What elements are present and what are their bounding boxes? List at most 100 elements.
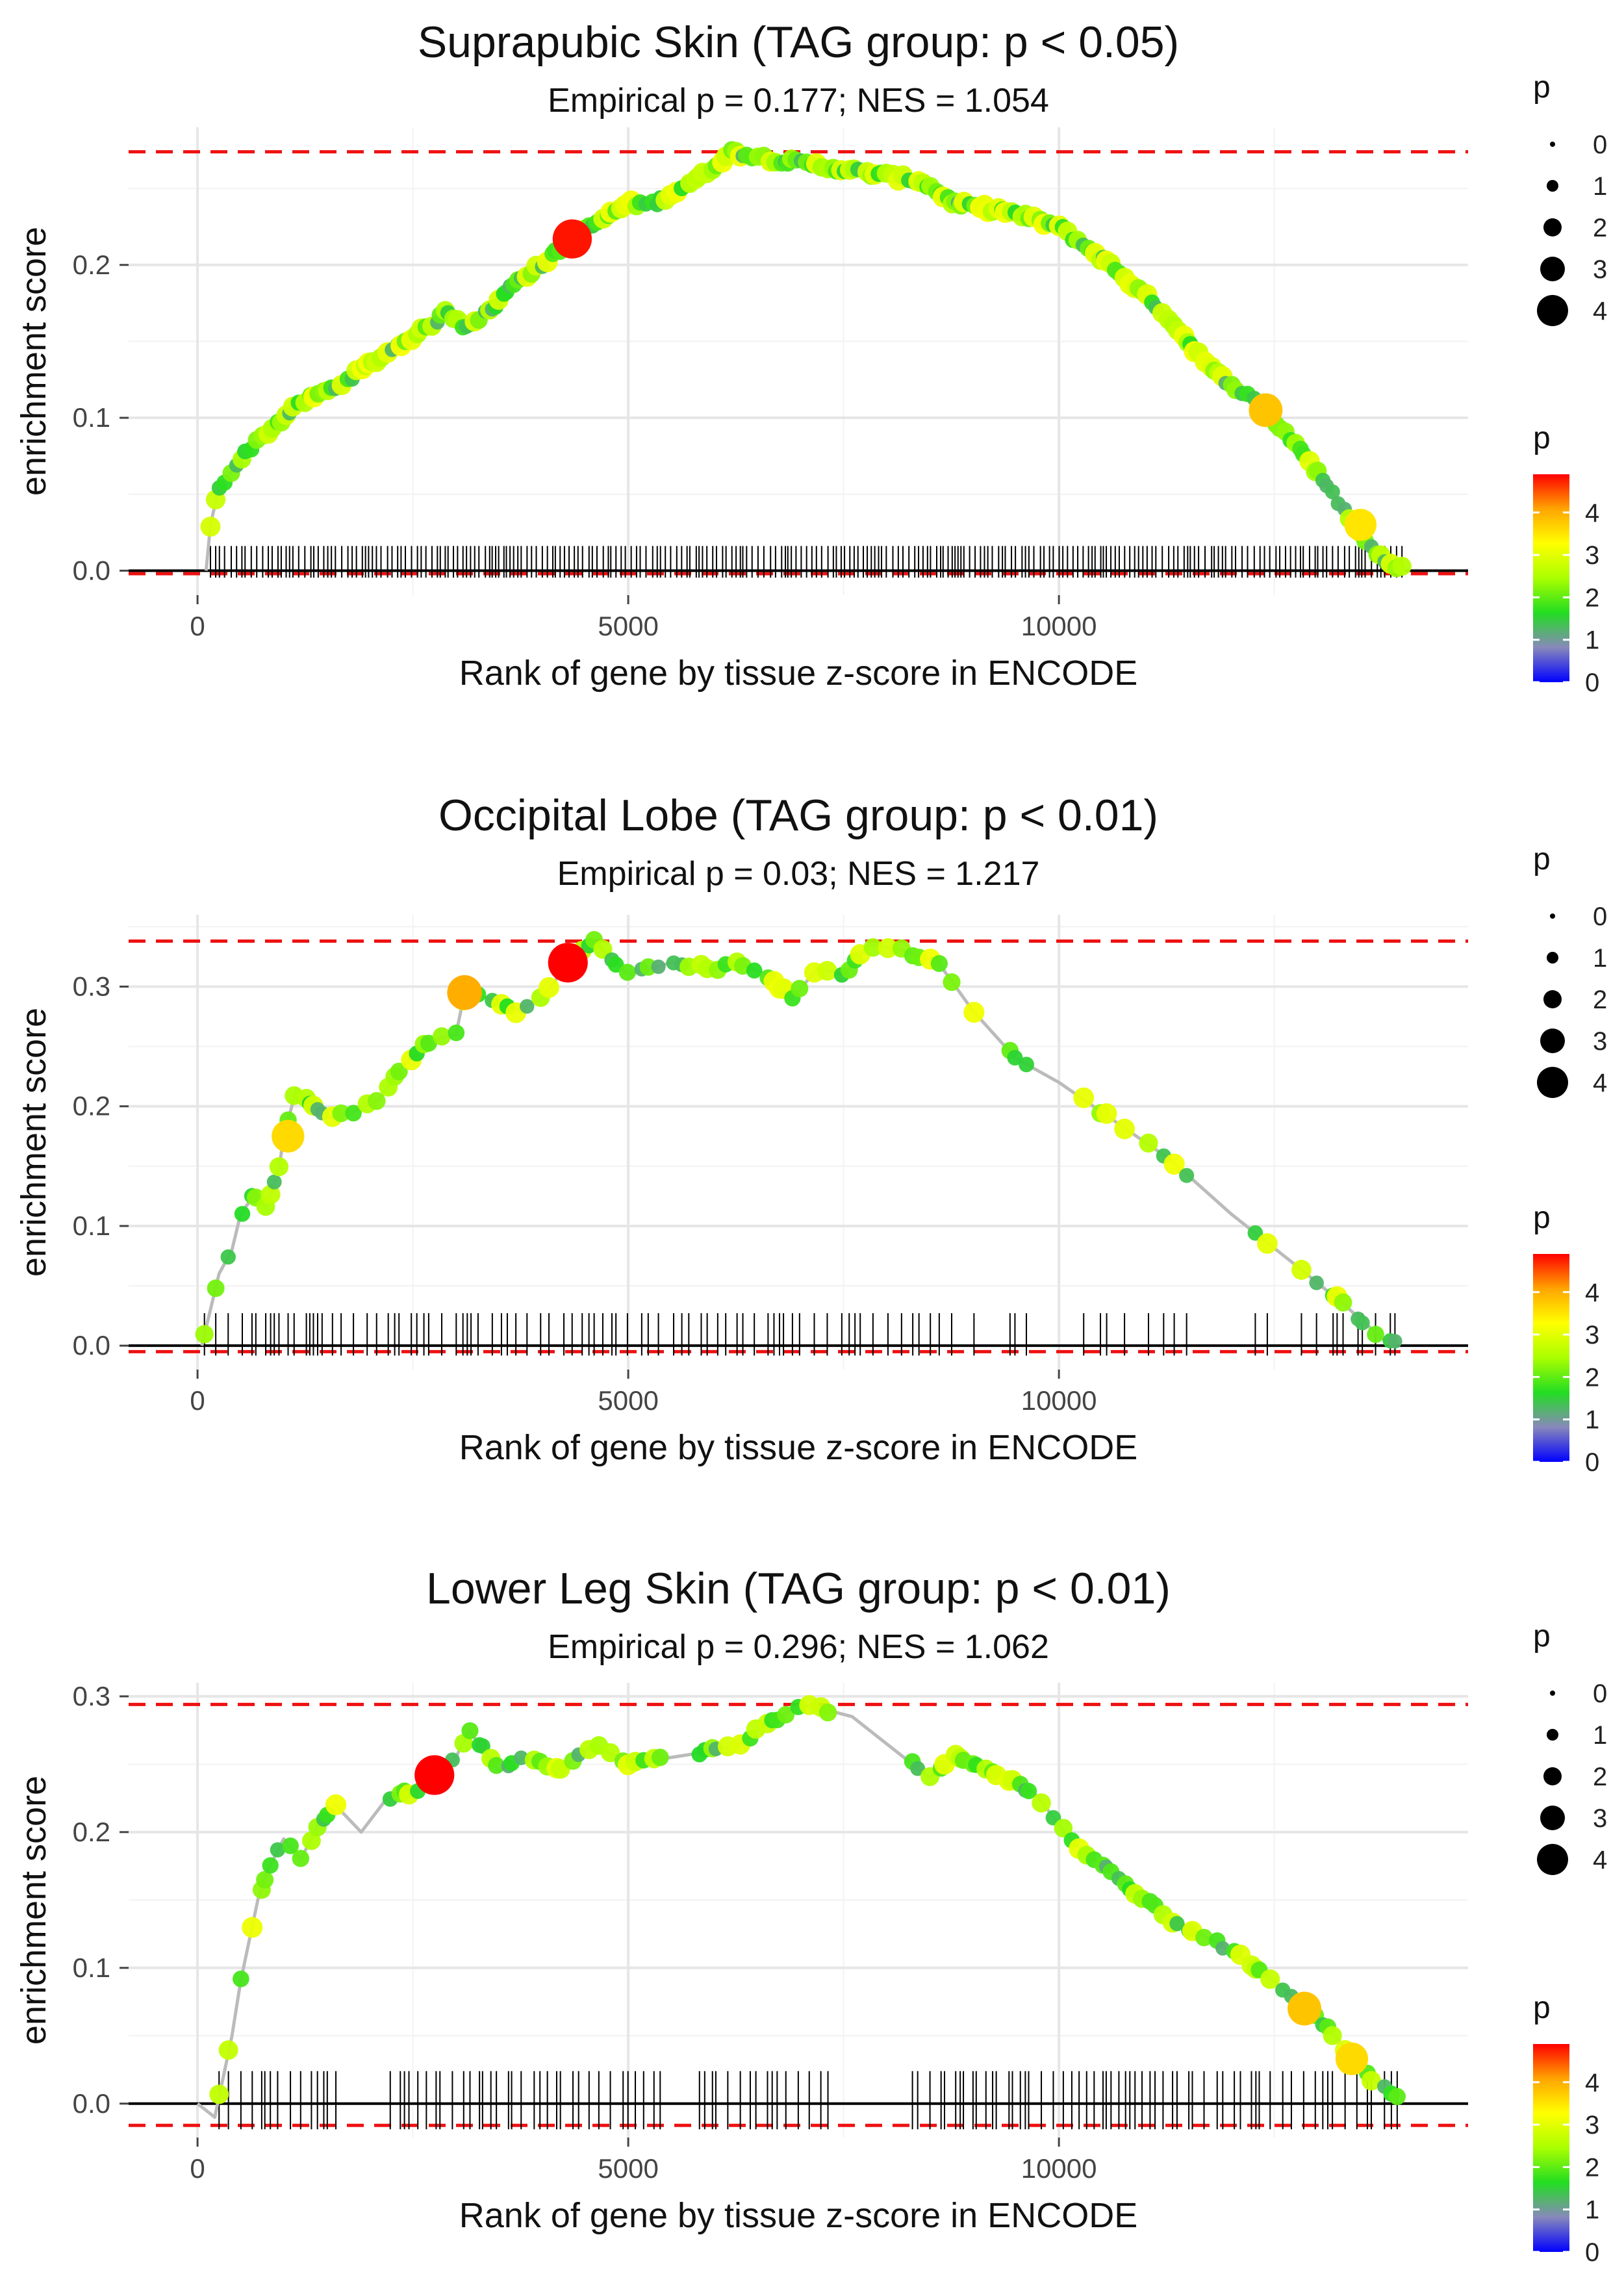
enrichment-point	[260, 1184, 281, 1205]
color-legend-label: 3	[1585, 2111, 1599, 2140]
color-legend-label: 1	[1585, 1406, 1599, 1435]
size-legend-label: 3	[1593, 1804, 1607, 1833]
enrichment-point	[863, 938, 883, 957]
size-legend: p 0 1 2 3 4	[1533, 70, 1607, 326]
color-legend-label: 4	[1585, 499, 1599, 528]
enrichment-point	[242, 1917, 263, 1938]
color-bar	[1533, 2044, 1569, 2252]
y-axis-title: enrichment score	[14, 227, 53, 496]
enrichment-point	[233, 1970, 249, 1987]
x-tick-label: 5000	[598, 1385, 658, 1416]
enrichment-point	[1073, 1087, 1095, 1108]
enrichment-point	[1334, 1293, 1352, 1312]
y-tick-label: 0.0	[73, 555, 110, 585]
enrichment-point	[930, 954, 948, 973]
size-legend-title: p	[1533, 70, 1551, 105]
y-tick-label: 0.2	[73, 1817, 110, 1847]
enrichment-point	[200, 517, 221, 537]
color-bar	[1533, 474, 1569, 682]
size-legend-label: 0	[1593, 131, 1607, 159]
enrichment-point	[1291, 1260, 1312, 1280]
enrichment-point	[1195, 1928, 1213, 1947]
y-tick-label: 0.1	[73, 1210, 110, 1241]
size-legend-key	[1540, 1028, 1565, 1053]
x-axis-title: Rank of gene by tissue z-score in ENCODE	[459, 1428, 1137, 1467]
enrichment-point	[746, 962, 763, 979]
enrichment-point	[448, 1024, 465, 1041]
enrichment-point	[433, 1027, 451, 1046]
enrichment-point	[1361, 2071, 1381, 2091]
enrichment-point	[390, 1062, 408, 1080]
highlight-point	[1288, 1991, 1322, 2026]
panel-2: Occipital Lobe (TAG group: p < 0.01) Empi…	[14, 791, 1607, 1477]
enrichment-point	[488, 1757, 505, 1774]
enrichment-point	[818, 1703, 837, 1722]
chart-title: Lower Leg Skin (TAG group: p < 0.01)	[426, 1564, 1171, 1613]
color-legend-label: 0	[1585, 2238, 1599, 2267]
size-legend-label: 3	[1593, 1027, 1607, 1056]
y-tick-label: 0.3	[73, 971, 110, 1002]
x-tick-label: 10000	[1021, 611, 1097, 641]
y-tick-label: 0.3	[73, 1681, 110, 1711]
color-legend-title: p	[1533, 421, 1551, 455]
enrichment-point	[218, 2040, 238, 2060]
size-legend-label: 1	[1593, 1721, 1607, 1750]
enrichment-point	[325, 1794, 347, 1815]
enrichment-point	[1309, 1275, 1324, 1290]
gene-hit-rug	[203, 1313, 1396, 1356]
enrichment-point	[282, 1837, 299, 1854]
color-legend-label: 3	[1585, 541, 1599, 570]
size-legend-key	[1540, 257, 1565, 281]
size-legend-key	[1550, 142, 1555, 147]
color-legend-label: 3	[1585, 1321, 1599, 1349]
y-axis-title: enrichment score	[14, 1008, 53, 1277]
highlight-point	[272, 1119, 305, 1153]
enrichment-point	[269, 1157, 289, 1177]
enrichment-point	[332, 1104, 350, 1123]
chart-title: Suprapubic Skin (TAG group: p < 0.05)	[418, 18, 1179, 67]
size-legend-key	[1547, 1729, 1558, 1741]
enrichment-point	[1007, 1049, 1023, 1066]
enrichment-point	[209, 2084, 229, 2104]
enrichment-point	[513, 1750, 529, 1765]
x-axis-title: Rank of gene by tissue z-score in ENCODE	[459, 654, 1137, 693]
enrichment-point	[1054, 1819, 1073, 1838]
chart-subtitle: Empirical p = 0.296; NES = 1.062	[548, 1628, 1049, 1666]
size-legend-label: 0	[1593, 1680, 1607, 1708]
highlight-point	[548, 943, 588, 983]
chart-title: Occipital Lobe (TAG group: p < 0.01)	[438, 791, 1158, 840]
enrichment-point	[910, 1761, 926, 1776]
x-tick-label: 0	[190, 611, 205, 641]
enrichment-point	[1179, 1168, 1195, 1183]
color-legend: p 0 1 2 3 4	[1533, 1201, 1599, 1477]
size-legend-key	[1540, 1806, 1565, 1830]
size-legend-label: 4	[1593, 1069, 1607, 1097]
enrichment-point	[292, 1850, 310, 1867]
enrichment-point	[1257, 1233, 1278, 1254]
enrichment-points	[195, 930, 1402, 1349]
enrichment-point	[1114, 1118, 1135, 1140]
enrichment-point	[262, 1857, 279, 1874]
color-legend-label: 1	[1585, 626, 1599, 655]
enrichment-point	[207, 1279, 225, 1297]
x-axis-title: Rank of gene by tissue z-score in ENCODE	[459, 2196, 1137, 2235]
size-legend-key	[1543, 218, 1562, 236]
color-legend-label: 0	[1585, 669, 1599, 697]
enrichment-point	[963, 1002, 985, 1023]
size-legend-label: 4	[1593, 297, 1607, 326]
size-legend-label: 3	[1593, 255, 1607, 284]
enrichment-point	[878, 938, 898, 958]
enrichment-point	[1019, 1056, 1034, 1073]
y-tick-label: 0.0	[73, 1330, 110, 1361]
size-legend-key	[1543, 990, 1562, 1008]
size-legend-label: 2	[1593, 986, 1607, 1014]
enrichment-point	[651, 959, 666, 975]
size-legend-key	[1537, 1067, 1568, 1098]
highlight-point	[1344, 509, 1377, 541]
enrichment-point	[1096, 1103, 1117, 1124]
size-legend-key	[1537, 1844, 1568, 1875]
enrichment-point	[1392, 556, 1412, 576]
x-tick-label: 5000	[598, 611, 658, 641]
enrichment-point	[817, 961, 837, 981]
enrichment-points	[200, 141, 1412, 578]
